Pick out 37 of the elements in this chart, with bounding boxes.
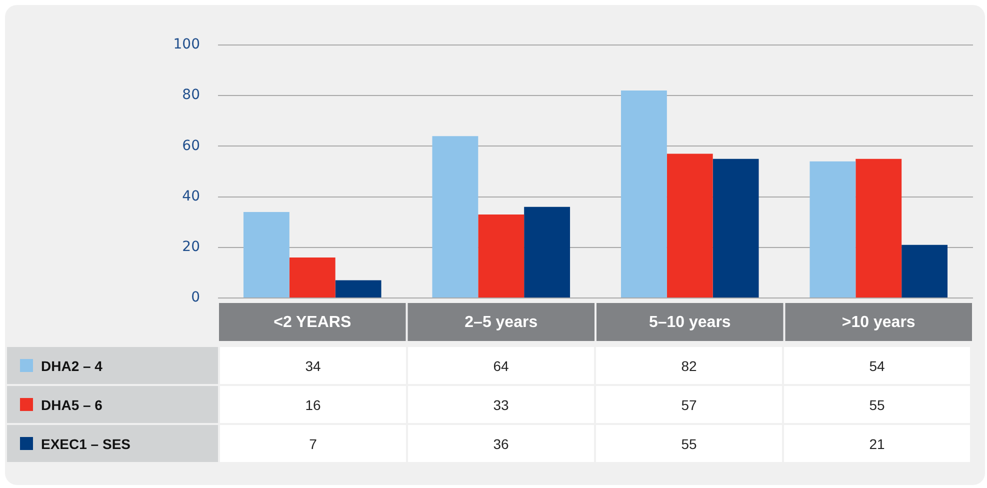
- data-label: 36: [408, 425, 594, 462]
- legend-label: DHA5 – 6: [7, 386, 218, 423]
- bar: [478, 214, 524, 298]
- data-label: 54: [784, 347, 970, 384]
- x-tick-label: 5–10 years: [648, 314, 731, 332]
- x-tick-label: >10 years: [842, 314, 916, 332]
- bar: [335, 280, 382, 298]
- y-tick-label: 0: [191, 290, 200, 306]
- data-label: 34: [220, 347, 406, 384]
- data-label: 57: [596, 386, 782, 423]
- legend-label: EXEC1 – SES: [7, 425, 218, 462]
- y-tick-label: 100: [173, 36, 200, 53]
- data-label: 21: [784, 425, 970, 462]
- bar: [243, 212, 290, 298]
- bar: [810, 161, 856, 298]
- data-label: 64: [408, 347, 594, 384]
- x-tick-label: <2 YEARS: [274, 314, 352, 332]
- data-label: 16: [220, 386, 406, 423]
- x-tick-label: 2–5 years: [464, 314, 538, 332]
- data-label: 55: [596, 425, 782, 462]
- bar: [620, 90, 667, 298]
- y-tick-label: 40: [182, 188, 200, 204]
- legend-label: DHA2 – 4: [7, 347, 218, 384]
- y-tick-label: 20: [182, 239, 200, 256]
- data-label: 82: [596, 347, 782, 384]
- data-label: 55: [784, 386, 970, 423]
- bar: [524, 206, 570, 298]
- bar: [856, 158, 902, 298]
- data-label: 7: [220, 425, 406, 462]
- bar: [902, 244, 948, 298]
- bar: [432, 136, 478, 298]
- bar: [712, 158, 759, 298]
- data-label: 33: [408, 386, 594, 423]
- y-tick-label: 80: [182, 87, 200, 104]
- bar: [289, 258, 336, 298]
- bar: [666, 154, 713, 298]
- y-tick-label: 60: [182, 138, 200, 154]
